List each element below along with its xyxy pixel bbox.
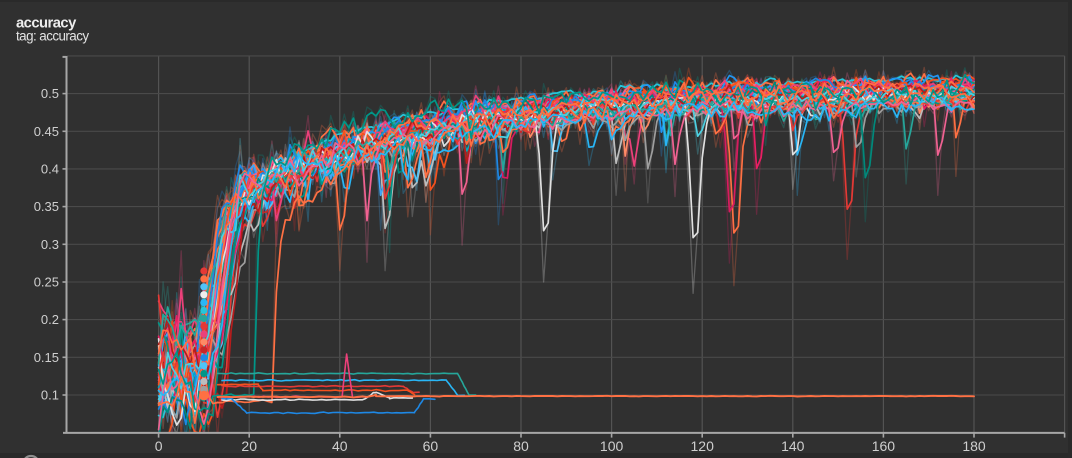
svg-text:40: 40 [332,438,348,454]
svg-text:0.15: 0.15 [34,350,59,365]
svg-text:tag: accuracy: tag: accuracy [16,29,89,44]
svg-text:0.35: 0.35 [34,199,59,214]
svg-text:20: 20 [241,438,257,454]
svg-text:0.4: 0.4 [41,161,59,176]
svg-text:180: 180 [962,438,986,454]
svg-text:140: 140 [781,438,805,454]
svg-text:0.3: 0.3 [41,237,59,252]
svg-text:60: 60 [423,438,439,454]
svg-text:160: 160 [872,438,896,454]
svg-text:0: 0 [155,438,163,454]
svg-text:0.45: 0.45 [34,124,59,139]
svg-text:0.25: 0.25 [34,275,59,290]
svg-text:0.1: 0.1 [41,388,59,403]
svg-text:80: 80 [513,438,529,454]
svg-text:accuracy: accuracy [16,16,77,32]
svg-text:120: 120 [691,438,715,454]
svg-text:0.5: 0.5 [41,86,59,101]
svg-text:100: 100 [600,438,624,454]
svg-text:0.2: 0.2 [41,312,59,327]
